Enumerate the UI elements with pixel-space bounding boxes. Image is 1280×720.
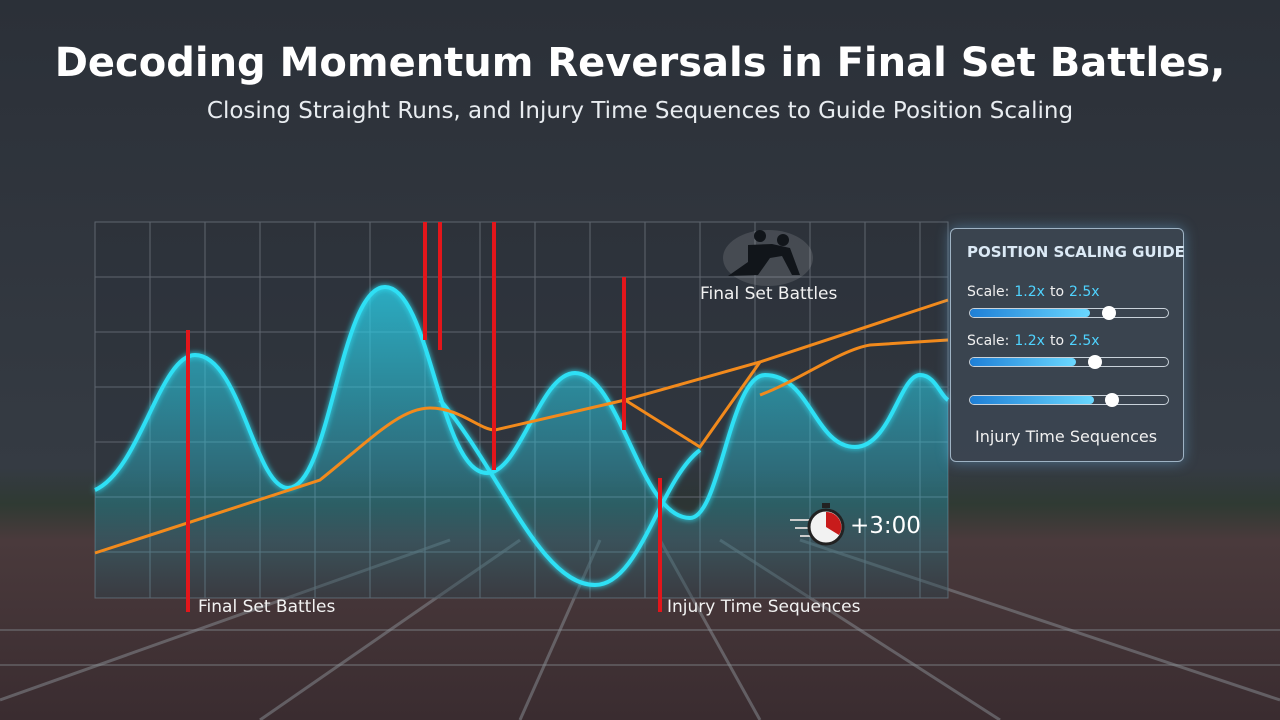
row-prefix: Scale: — [967, 333, 1010, 349]
row-joiner: to — [1049, 333, 1065, 349]
stopwatch-icon — [790, 503, 845, 546]
slider[interactable] — [969, 306, 1169, 320]
scaling-panel: POSITION SCALING GUIDE Scale: 1.2x to 2.5x … — [950, 228, 1185, 462]
row-from: 1.2x — [1014, 333, 1045, 349]
wrestlers-icon — [723, 230, 813, 286]
row-joiner: to — [1049, 284, 1065, 300]
panel-footer: Injury Time Sequences — [975, 427, 1158, 446]
row-to: 2.5x — [1069, 333, 1100, 349]
timer-label: +3:00 — [850, 513, 921, 539]
row-to: 2.5x — [1069, 284, 1100, 300]
slider[interactable] — [969, 355, 1169, 369]
subtitle: Closing Straight Runs, and Injury Time S… — [206, 98, 1074, 124]
title: Decoding Momentum Reversals in Final Set… — [54, 40, 1226, 86]
row-from: 1.2x — [1014, 284, 1045, 300]
panel-title: POSITION SCALING GUIDE — [967, 243, 1185, 261]
icon-label: Final Set Battles — [700, 284, 838, 304]
row-prefix: Scale: — [967, 284, 1010, 300]
slider[interactable] — [969, 393, 1169, 407]
scale-row: Scale: 1.2x to 2.5x — [967, 284, 1105, 300]
scale-row: Scale: 1.2x to 2.5x — [967, 333, 1105, 349]
marker-label: Final Set Battles — [198, 597, 336, 617]
marker-label: Injury Time Sequences — [667, 597, 861, 617]
